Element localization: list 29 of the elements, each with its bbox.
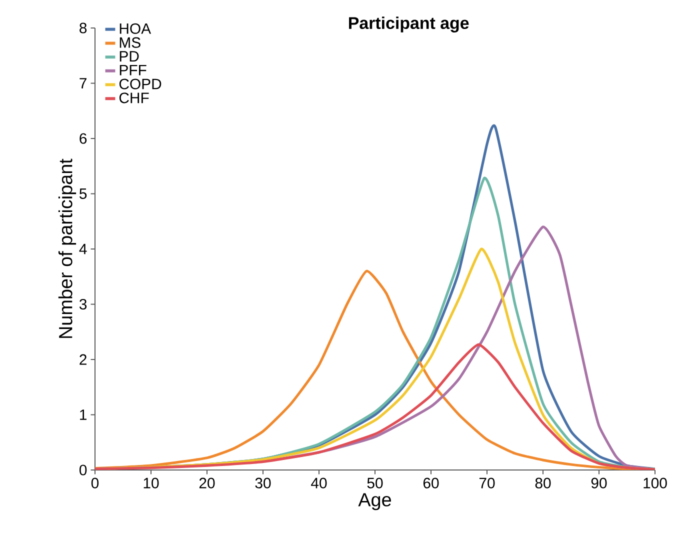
legend-label: HOA bbox=[120, 23, 152, 34]
x-tick-label: 40 bbox=[311, 478, 327, 488]
chart-title: Participant age bbox=[349, 16, 469, 32]
y-tick-label: 8 bbox=[80, 22, 87, 34]
legend-label: COPD bbox=[119, 78, 162, 90]
legend-label: PFF bbox=[120, 64, 146, 76]
x-tick-label: 0 bbox=[91, 478, 99, 488]
x-tick-label: 60 bbox=[423, 478, 439, 488]
y-tick-label: 7 bbox=[80, 78, 86, 88]
y-tick-label: 6 bbox=[80, 133, 87, 144]
x-tick-label: 10 bbox=[144, 478, 159, 488]
y-tick-label: 2 bbox=[80, 354, 86, 365]
x-tick-label: 70 bbox=[479, 478, 495, 488]
legend-label: PD bbox=[120, 51, 139, 62]
y-axis-title: Number of participant bbox=[58, 158, 76, 338]
x-tick-label: 80 bbox=[535, 478, 551, 488]
x-tick-label: 20 bbox=[199, 478, 215, 488]
x-tick-label: 90 bbox=[591, 478, 607, 488]
legend-label: MS bbox=[120, 37, 140, 48]
y-tick-label: 0 bbox=[79, 464, 87, 476]
y-tick-label: 1 bbox=[80, 410, 86, 420]
y-tick-label: 5 bbox=[80, 188, 87, 199]
y-tick-label: 4 bbox=[79, 244, 87, 254]
x-tick-label: 100 bbox=[644, 478, 667, 488]
x-tick-label: 50 bbox=[367, 478, 383, 488]
x-axis-title: Age bbox=[358, 493, 391, 510]
legend-label: CHF bbox=[119, 92, 149, 104]
y-tick-label: 3 bbox=[79, 298, 87, 310]
x-tick-label: 30 bbox=[255, 478, 271, 488]
